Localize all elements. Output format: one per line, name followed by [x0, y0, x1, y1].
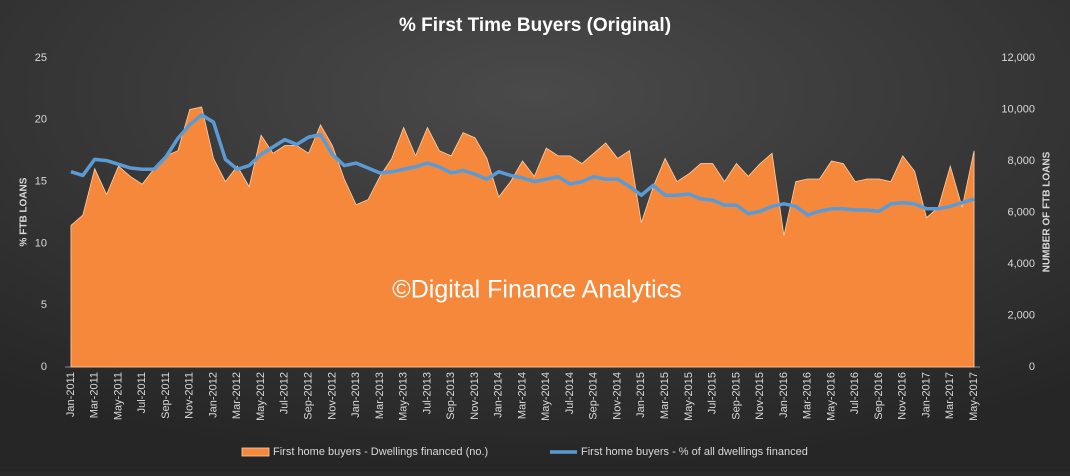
x-tick-label: Jul-2014: [564, 372, 576, 414]
y2-tick-label: 10,000: [1001, 103, 1035, 115]
y2-axis-title: NUMBER OF FTB LOANS: [1042, 151, 1053, 272]
x-tick-label: Nov-2012: [326, 372, 338, 420]
x-tick-label: May-2016: [825, 372, 837, 421]
x-tick-label: Sep-2014: [588, 372, 600, 420]
x-tick-label: Nov-2013: [469, 372, 481, 420]
x-tick-label: Mar-2012: [231, 372, 243, 419]
x-tick-label: Sep-2012: [303, 372, 315, 420]
x-tick-label: Jan-2016: [778, 372, 790, 418]
x-tick-label: Mar-2016: [802, 372, 814, 419]
legend-label: First home buyers - % of all dwellings f…: [581, 446, 808, 458]
x-tick-label: Jul-2011: [136, 372, 148, 413]
x-tick-label: Nov-2014: [611, 372, 623, 420]
x-tick-label: Jul-2012: [279, 372, 291, 414]
chart-title: % First Time Buyers (Original): [399, 15, 671, 36]
y2-tick-label: 2,000: [1007, 309, 1035, 321]
x-tick-label: Mar-2013: [374, 372, 386, 419]
x-tick-label: May-2017: [968, 372, 980, 421]
x-tick-label: May-2014: [540, 372, 552, 421]
x-tick-label: Sep-2011: [160, 372, 172, 419]
area: [70, 106, 975, 368]
y-tick-label: 10: [35, 237, 47, 249]
line: [70, 113, 975, 217]
x-tick-label: Mar-2011: [89, 372, 101, 418]
y2-tick-label: 6,000: [1007, 206, 1035, 218]
x-tick-label: Jan-2013: [350, 372, 362, 418]
x-tick-label: Jan-2014: [493, 372, 505, 418]
x-tick-label: May-2012: [255, 372, 267, 421]
x-tick-label: May-2015: [683, 372, 695, 421]
legend-label: First home buyers - Dwellings financed (…: [273, 446, 488, 458]
x-tick-label: Mar-2017: [944, 372, 956, 419]
legend-swatch: [241, 447, 270, 457]
x-tick-label: Jan-2017: [920, 372, 932, 418]
y-tick-label: 5: [41, 299, 47, 311]
x-tick-label: Jan-2011: [65, 372, 77, 417]
x-tick-label: Jan-2012: [207, 372, 219, 418]
y2-tick-label: 12,000: [1001, 52, 1035, 64]
x-tick-label: Mar-2015: [659, 372, 671, 419]
x-tick-label: Jul-2015: [707, 372, 719, 414]
x-tick-label: Jul-2016: [849, 372, 861, 414]
x-tick-label: Nov-2015: [754, 372, 766, 420]
y2-tick-label: 8,000: [1007, 155, 1035, 167]
y-tick-label: 15: [35, 176, 47, 188]
y2-tick-label: 0: [1029, 361, 1035, 373]
y-axis-title: % FTB LOANS: [19, 177, 30, 246]
y-tick-label: 20: [35, 114, 47, 126]
x-tick-label: Sep-2015: [730, 372, 742, 420]
x-tick-label: May-2013: [398, 372, 410, 421]
x-tick-label: Sep-2016: [873, 372, 885, 420]
x-tick-label: Mar-2014: [516, 372, 528, 419]
x-tick-label: Nov-2016: [897, 372, 909, 420]
watermark: ©Digital Finance Analytics: [392, 276, 681, 304]
y2-tick-label: 4,000: [1007, 258, 1035, 270]
y-tick-label: 25: [35, 52, 47, 64]
x-tick-label: Nov-2011: [184, 372, 196, 419]
x-tick-label: Sep-2013: [445, 372, 457, 420]
x-tick-label: Jan-2015: [635, 372, 647, 418]
y-tick-label: 0: [41, 361, 47, 373]
x-tick-label: Jul-2013: [421, 372, 433, 414]
x-tick-label: May-2011: [112, 372, 124, 420]
